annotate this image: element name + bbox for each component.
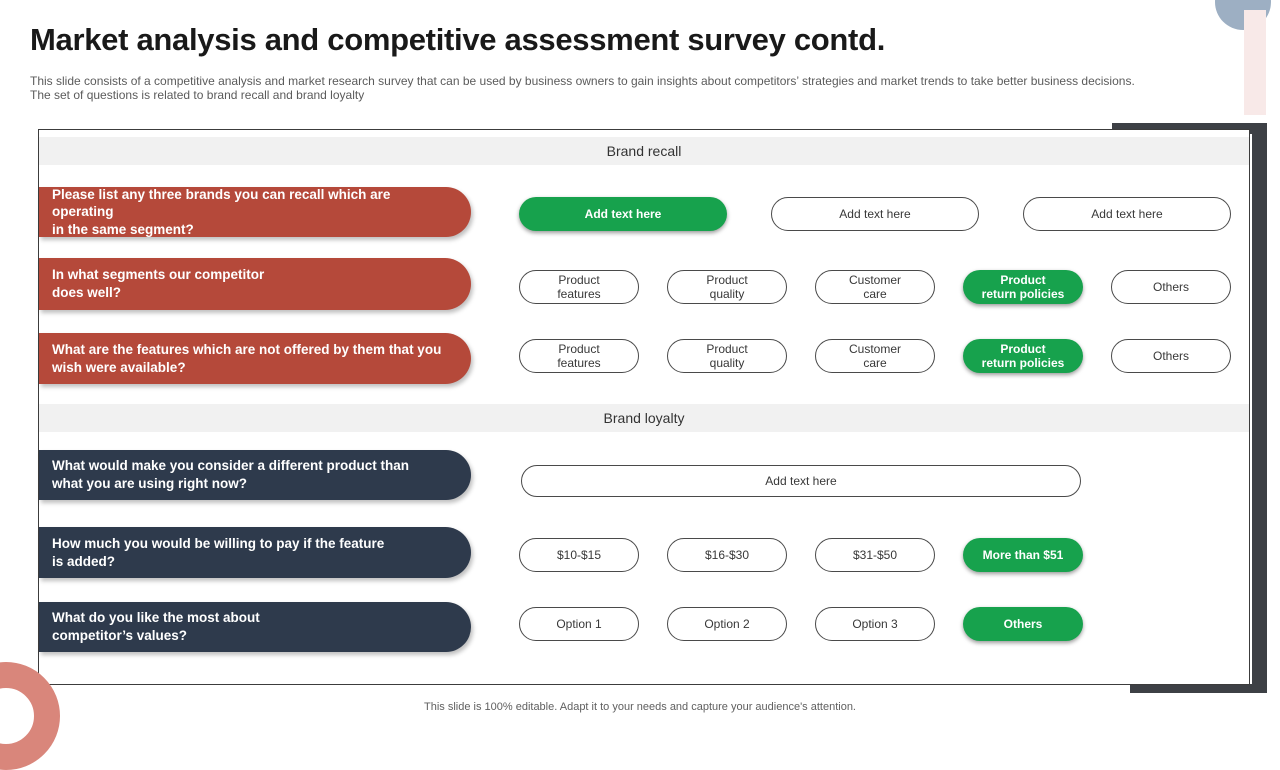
option-pill[interactable]: Product return policies [963, 339, 1083, 373]
option-pill[interactable]: Add text here [521, 465, 1081, 497]
option-pill[interactable]: Add text here [519, 197, 727, 231]
question-pill: What would make you consider a different… [39, 450, 471, 500]
option-pill[interactable]: Option 1 [519, 607, 639, 641]
option-pill[interactable]: Others [1111, 339, 1231, 373]
option-pill[interactable]: Product features [519, 339, 639, 373]
option-pill[interactable]: Customer care [815, 339, 935, 373]
question-pill: What are the features which are not offe… [39, 333, 471, 384]
pink-bar-decoration [1244, 10, 1266, 115]
section-header-brand-recall: Brand recall [39, 137, 1249, 165]
option-pill[interactable]: Option 2 [667, 607, 787, 641]
option-pill[interactable]: $16-$30 [667, 538, 787, 572]
option-pill[interactable]: Others [963, 607, 1083, 641]
dark-frame-top [1112, 123, 1267, 134]
question-pill: What do you like the most about competit… [39, 602, 471, 652]
footer-note: This slide is 100% editable. Adapt it to… [424, 701, 856, 713]
survey-panel: Brand recall Please list any three brand… [38, 129, 1250, 685]
option-pill[interactable]: Others [1111, 270, 1231, 304]
option-pill[interactable]: Product quality [667, 270, 787, 304]
dark-frame-right [1252, 123, 1267, 693]
page-title: Market analysis and competitive assessme… [30, 22, 886, 57]
question-pill: How much you would be willing to pay if … [39, 527, 471, 578]
slide-description: This slide consists of a competitive ana… [30, 74, 1135, 103]
option-pill[interactable]: Product features [519, 270, 639, 304]
section-header-brand-loyalty: Brand loyalty [39, 404, 1249, 432]
option-pill[interactable]: $31-$50 [815, 538, 935, 572]
option-pill[interactable]: $10-$15 [519, 538, 639, 572]
dark-frame-bottom [1130, 684, 1267, 693]
question-pill: In what segments our competitor does wel… [39, 258, 471, 310]
option-pill[interactable]: Add text here [1023, 197, 1231, 231]
option-pill[interactable]: Product quality [667, 339, 787, 373]
option-pill[interactable]: Customer care [815, 270, 935, 304]
option-pill[interactable]: Option 3 [815, 607, 935, 641]
option-pill[interactable]: Product return policies [963, 270, 1083, 304]
question-pill: Please list any three brands you can rec… [39, 187, 471, 237]
option-pill[interactable]: Add text here [771, 197, 979, 231]
option-pill[interactable]: More than $51 [963, 538, 1083, 572]
